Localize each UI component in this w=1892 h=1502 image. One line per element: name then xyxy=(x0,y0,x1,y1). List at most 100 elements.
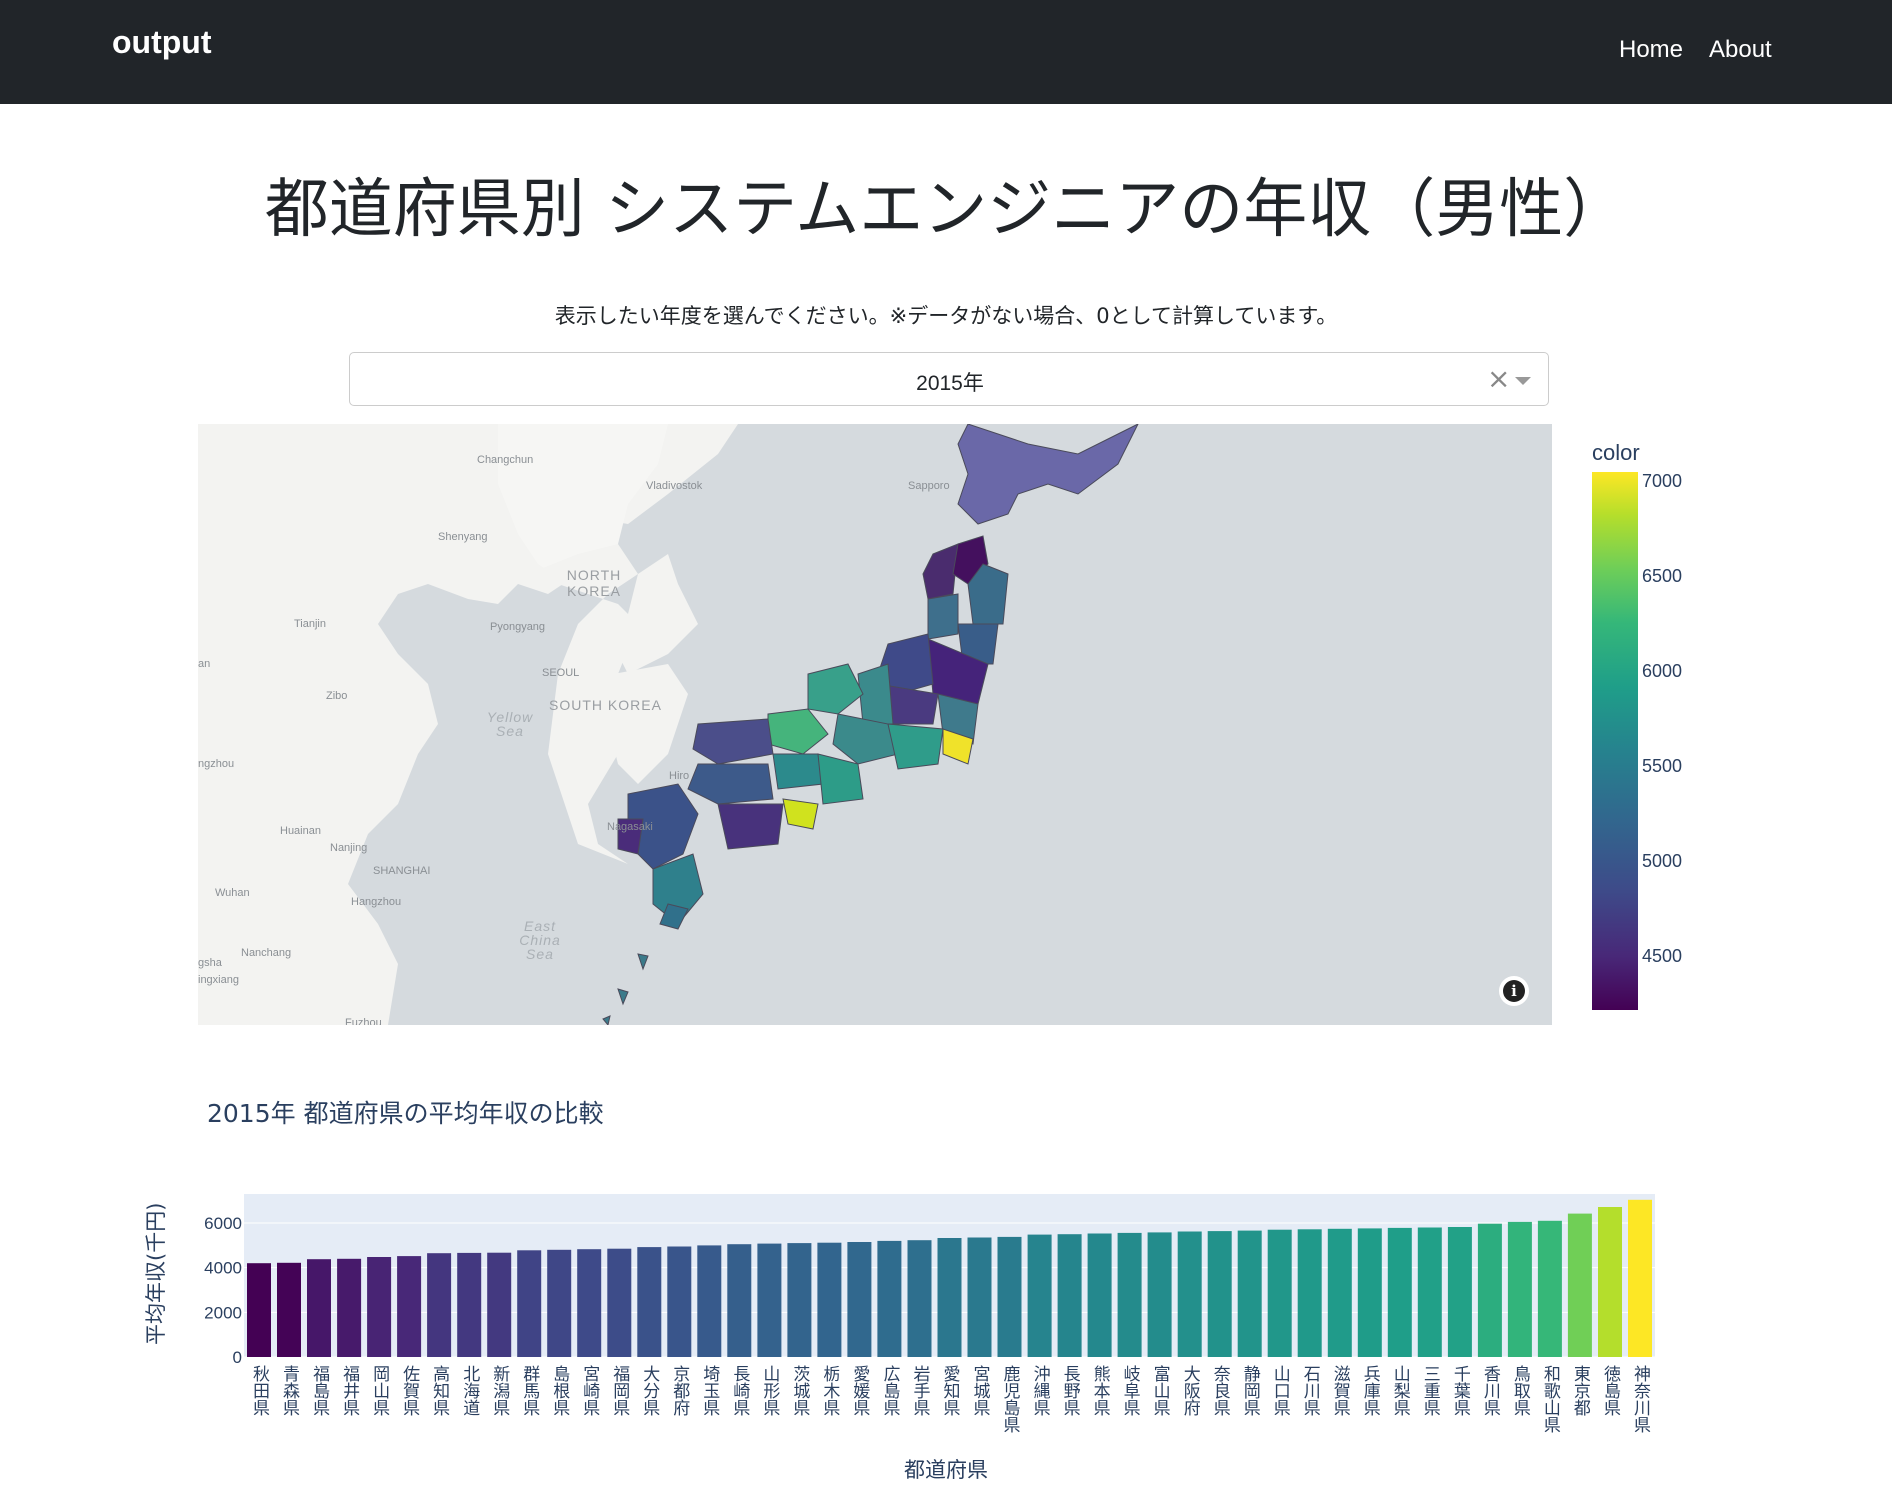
x-tick-label: 富山県 xyxy=(1150,1365,1171,1416)
bar[interactable] xyxy=(1387,1227,1412,1357)
bar[interactable] xyxy=(1537,1220,1562,1357)
bar[interactable] xyxy=(847,1242,872,1357)
bar[interactable] xyxy=(1327,1228,1352,1357)
map-label-nanchang: Nanchang xyxy=(241,947,292,959)
x-axis-label: 都道府県 xyxy=(904,1458,988,1482)
colorbar xyxy=(1592,472,1638,1010)
bar[interactable] xyxy=(997,1236,1022,1357)
bar[interactable] xyxy=(1297,1229,1322,1357)
map-label-east-china-sea: East China Sea xyxy=(519,918,561,962)
chevron-down-icon[interactable] xyxy=(1515,377,1531,385)
bar[interactable] xyxy=(877,1240,902,1357)
pref-shimane xyxy=(692,718,774,765)
map-label-huainan: Huainan xyxy=(280,825,321,837)
bar[interactable] xyxy=(787,1243,812,1357)
bar[interactable] xyxy=(397,1256,422,1357)
land-korea xyxy=(528,544,638,864)
bar[interactable] xyxy=(607,1248,632,1357)
map-label-hiroshima: Hiro xyxy=(669,770,690,782)
brand-logo[interactable]: output xyxy=(112,24,212,60)
bar[interactable] xyxy=(1237,1230,1262,1357)
map-label-yellow-sea: Yellow Sea xyxy=(486,709,534,739)
bar[interactable] xyxy=(307,1259,331,1357)
bar[interactable] xyxy=(1027,1234,1052,1357)
year-dropdown[interactable]: 2015年 × xyxy=(349,352,1549,406)
land-china xyxy=(198,424,738,1025)
map-label-north-korea: NORTH KOREA xyxy=(566,567,622,599)
bar[interactable] xyxy=(637,1247,662,1357)
bar[interactable] xyxy=(1357,1228,1382,1357)
bar[interactable] xyxy=(337,1258,362,1357)
bar[interactable] xyxy=(247,1263,271,1357)
bar[interactable] xyxy=(907,1240,932,1357)
y-tick-label: 6000 xyxy=(204,1214,242,1233)
bar[interactable] xyxy=(697,1245,722,1357)
bar[interactable] xyxy=(817,1242,842,1357)
pref-toyama xyxy=(807,663,864,715)
bar[interactable] xyxy=(277,1262,301,1357)
x-tick-label: 岐阜県 xyxy=(1120,1365,1141,1416)
x-tick-label: 鳥取県 xyxy=(1510,1365,1531,1416)
bar[interactable] xyxy=(1507,1221,1532,1357)
pref-hokkaido xyxy=(957,424,1139,525)
nav-link-about[interactable]: About xyxy=(1709,36,1772,63)
bar[interactable] xyxy=(487,1252,512,1357)
x-tick-label: 石川県 xyxy=(1300,1365,1321,1416)
x-tick-label: 神奈川県 xyxy=(1630,1365,1651,1433)
choropleth-map[interactable]: Changchun Vladivostok Shenyang NORTH KOR… xyxy=(198,424,1552,1025)
bar[interactable] xyxy=(937,1238,962,1357)
pref-gifu xyxy=(832,713,899,765)
x-tick-label: 栃木県 xyxy=(819,1365,840,1416)
x-tick-label: 千葉県 xyxy=(1450,1365,1471,1416)
bar[interactable] xyxy=(1207,1231,1232,1357)
bar[interactable] xyxy=(427,1253,452,1357)
pref-tokushima xyxy=(782,798,819,830)
pref-okinawa-3 xyxy=(602,1015,611,1025)
map-label-edge-1: an xyxy=(198,658,211,670)
bar[interactable] xyxy=(1057,1234,1082,1357)
x-tick-label: 福岡県 xyxy=(609,1365,630,1416)
bar[interactable] xyxy=(1417,1227,1442,1358)
bar[interactable] xyxy=(757,1243,782,1357)
x-tick-label: 熊本県 xyxy=(1090,1365,1111,1416)
map-label-sapporo: Sapporo xyxy=(908,480,950,492)
bar[interactable] xyxy=(1447,1227,1472,1357)
info-icon[interactable]: i xyxy=(1499,976,1529,1006)
bar[interactable] xyxy=(1567,1213,1592,1357)
map-label-nanjing: Nanjing xyxy=(330,842,368,854)
nav-link-home[interactable]: Home xyxy=(1619,36,1684,63)
page-title: 都道府県別 システムエンジニアの年収（男性） xyxy=(264,173,1628,247)
bar[interactable] xyxy=(1267,1229,1292,1357)
x-tick-label: 宮城県 xyxy=(970,1365,991,1416)
x-tick-label: 岩手県 xyxy=(910,1365,931,1416)
bar[interactable] xyxy=(967,1237,992,1358)
bar[interactable] xyxy=(727,1244,752,1357)
bar[interactable] xyxy=(1477,1223,1502,1357)
bar[interactable] xyxy=(1147,1232,1172,1357)
bar[interactable] xyxy=(667,1246,692,1358)
pref-okinawa-1 xyxy=(637,953,649,971)
bar[interactable] xyxy=(1598,1207,1622,1357)
pref-hiroshima xyxy=(687,763,774,805)
y-tick-label: 4000 xyxy=(204,1259,242,1278)
bar[interactable] xyxy=(1117,1232,1142,1357)
colorbar-tick: 6000 xyxy=(1642,661,1683,681)
bar[interactable] xyxy=(1087,1233,1112,1358)
clear-icon[interactable]: × xyxy=(1487,362,1511,395)
pref-kanagawa xyxy=(942,728,974,765)
bar[interactable] xyxy=(1628,1199,1652,1357)
info-icon-glyph: i xyxy=(1503,980,1525,1002)
bar[interactable] xyxy=(457,1252,482,1357)
bar[interactable] xyxy=(1177,1231,1202,1358)
colorbar-tick: 5500 xyxy=(1642,756,1683,776)
map-label-vladivostok: Vladivostok xyxy=(646,480,703,492)
pref-mie xyxy=(817,753,864,805)
bar[interactable] xyxy=(517,1250,542,1357)
bar[interactable] xyxy=(547,1249,572,1357)
land-manchuria xyxy=(498,424,668,584)
bar[interactable] xyxy=(577,1249,602,1357)
bar[interactable] xyxy=(367,1257,392,1357)
x-tick-label: 愛媛県 xyxy=(849,1365,870,1416)
map-label-changchun: Changchun xyxy=(477,454,534,466)
